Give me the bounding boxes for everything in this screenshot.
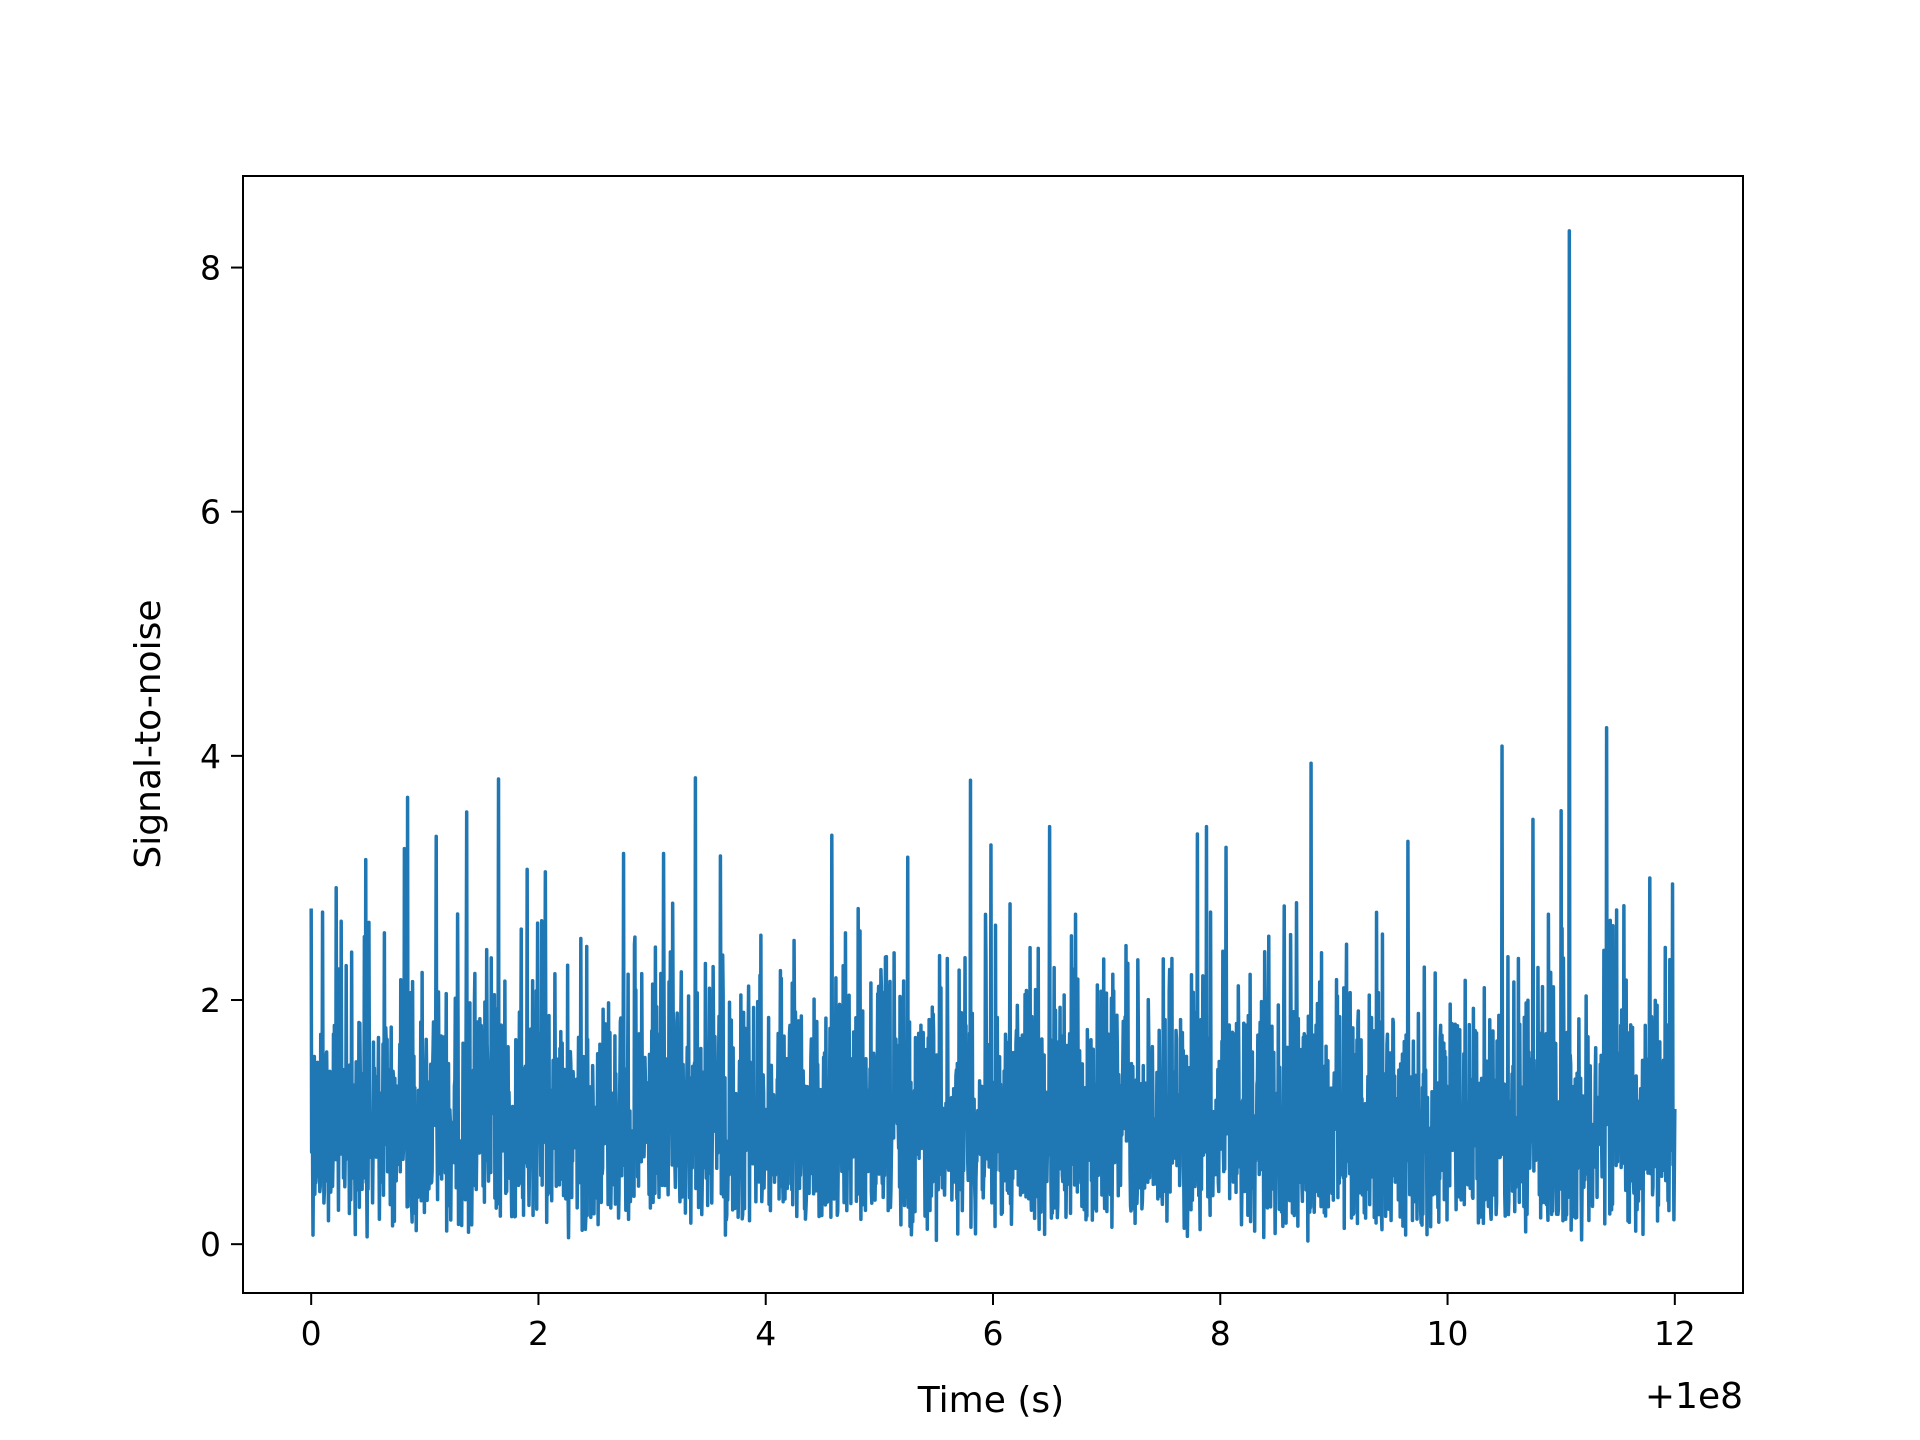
y-axis-label: Signal-to-noise: [128, 599, 169, 868]
x-tick-label: 8: [1210, 1314, 1231, 1353]
x-tick-label: 6: [983, 1314, 1004, 1353]
y-axis: 0 2 4 6 8: [200, 249, 243, 1264]
x-axis-label: Time (s): [917, 1380, 1064, 1421]
x-tick-label: 10: [1427, 1314, 1469, 1353]
x-axis: 0 2 4 6 8 10 12: [301, 1293, 1696, 1353]
x-offset-label: +1e8: [1645, 1376, 1743, 1417]
x-tick-label: 2: [528, 1314, 549, 1353]
x-tick-label: 4: [755, 1314, 776, 1353]
x-tick-label: 0: [301, 1314, 322, 1353]
y-tick-label: 4: [200, 737, 221, 776]
x-tick-label: 12: [1654, 1314, 1696, 1353]
series-line: [309, 229, 1677, 1243]
y-tick-label: 6: [200, 493, 221, 532]
y-tick-label: 8: [200, 249, 221, 288]
plot-area: [242, 175, 1744, 1294]
y-tick-label: 0: [200, 1225, 221, 1264]
y-tick-label: 2: [200, 981, 221, 1020]
